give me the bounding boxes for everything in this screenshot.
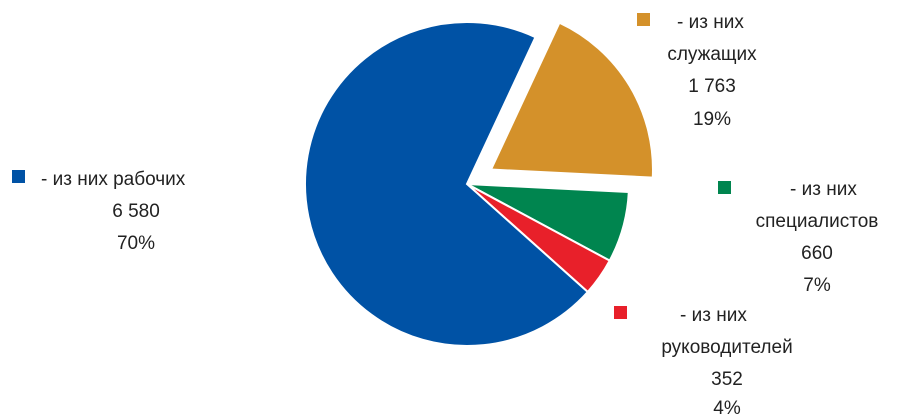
slice-label-managers-cont: руководителей <box>661 337 792 358</box>
slice-percent-employees: 19% <box>693 109 731 130</box>
slice-percent-workers: 70% <box>117 233 155 254</box>
label-group-workers: - из них рабочих 6 580 70% <box>12 169 186 254</box>
slice-value-managers: 352 <box>711 369 743 390</box>
label-group-employees: - из них служащих 1 763 19% <box>637 12 757 130</box>
label-group-managers: - из них руководителей 352 4% <box>614 305 793 419</box>
slice-label-managers: - из них <box>680 305 747 326</box>
label-group-specialists: - из них специалистов 660 7% <box>718 179 878 296</box>
legend-swatch-employees <box>637 13 650 26</box>
slice-percent-specialists: 7% <box>803 275 831 296</box>
slice-label-specialists: - из них <box>790 179 857 200</box>
slice-value-specialists: 660 <box>801 243 833 264</box>
legend-swatch-specialists <box>718 181 731 194</box>
slice-value-employees: 1 763 <box>688 76 736 97</box>
slice-label-employees-cont: служащих <box>667 44 757 65</box>
pie-slice-employees <box>489 21 654 179</box>
slice-label-employees: - из них <box>677 12 744 33</box>
slice-percent-managers: 4% <box>713 398 741 419</box>
slice-value-workers: 6 580 <box>112 201 160 222</box>
slice-label-workers: - из них рабочих <box>41 169 186 190</box>
legend-swatch-workers <box>12 170 25 183</box>
slice-label-specialists-cont: специалистов <box>756 211 879 232</box>
pie-slices <box>304 21 654 347</box>
pie-slice-workers <box>304 21 590 347</box>
legend-swatch-managers <box>614 306 627 319</box>
